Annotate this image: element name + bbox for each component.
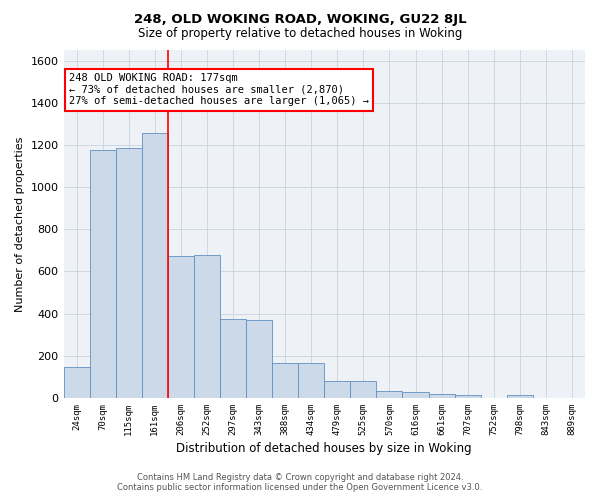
Bar bbox=[507, 395, 533, 398]
Bar bbox=[168, 256, 194, 398]
Bar bbox=[455, 395, 481, 398]
Bar bbox=[272, 363, 298, 398]
Y-axis label: Number of detached properties: Number of detached properties bbox=[15, 136, 25, 312]
Text: 248 OLD WOKING ROAD: 177sqm
← 73% of detached houses are smaller (2,870)
27% of : 248 OLD WOKING ROAD: 177sqm ← 73% of det… bbox=[69, 73, 369, 106]
X-axis label: Distribution of detached houses by size in Woking: Distribution of detached houses by size … bbox=[176, 442, 472, 455]
Bar bbox=[246, 320, 272, 398]
Bar bbox=[220, 319, 246, 398]
Bar bbox=[194, 254, 220, 398]
Bar bbox=[403, 392, 428, 398]
Bar bbox=[324, 381, 350, 398]
Bar bbox=[142, 134, 168, 398]
Bar bbox=[428, 394, 455, 398]
Text: 248, OLD WOKING ROAD, WOKING, GU22 8JL: 248, OLD WOKING ROAD, WOKING, GU22 8JL bbox=[134, 12, 466, 26]
Bar bbox=[89, 150, 116, 398]
Text: Contains HM Land Registry data © Crown copyright and database right 2024.
Contai: Contains HM Land Registry data © Crown c… bbox=[118, 473, 482, 492]
Bar bbox=[350, 381, 376, 398]
Bar bbox=[64, 368, 89, 398]
Text: Size of property relative to detached houses in Woking: Size of property relative to detached ho… bbox=[138, 28, 462, 40]
Bar bbox=[116, 148, 142, 398]
Bar bbox=[376, 390, 403, 398]
Bar bbox=[298, 363, 324, 398]
